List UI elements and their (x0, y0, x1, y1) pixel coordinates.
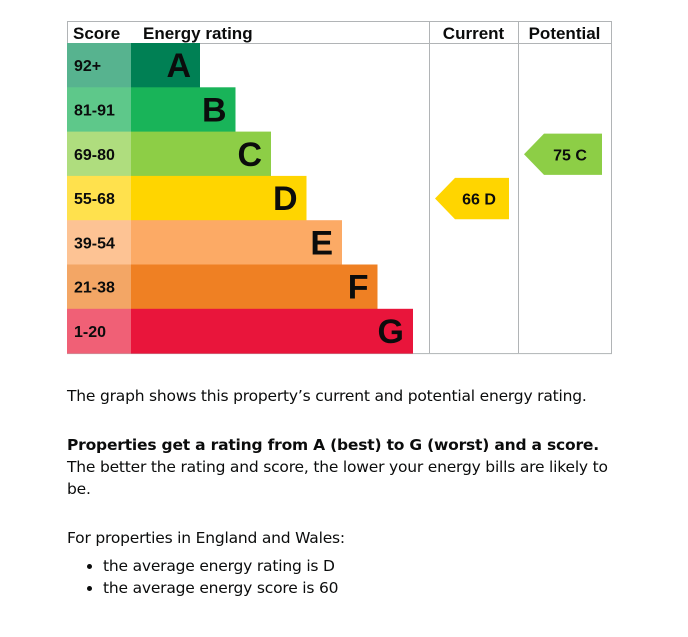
list-item: the average energy rating is D (103, 555, 627, 577)
potential-header: Potential (529, 24, 601, 43)
energy-rating-chart: Score Energy rating Current Potential 92+ A 81… (67, 21, 612, 355)
current-rating-label: 66 D (462, 192, 496, 209)
band-bar-b (131, 87, 236, 133)
score-cell-d (67, 175, 131, 221)
region-paragraph: For properties in England and Wales: (67, 529, 345, 547)
current-header: Current (443, 24, 505, 43)
score-range-e: 39-54 (74, 235, 115, 252)
band-bar-f (131, 264, 378, 310)
score-range-c: 69-80 (74, 147, 115, 164)
score-cell-c (67, 131, 131, 177)
explanation-text: The graph shows this property’s current … (67, 385, 627, 599)
score-cell-b (67, 87, 131, 133)
band-bar-d (131, 175, 307, 221)
score-cell-f (67, 264, 131, 310)
averages-list: the average energy rating is D the avera… (67, 555, 627, 599)
band-letter-a: A (166, 47, 191, 85)
rating-explanation-rest: The better the rating and score, the low… (67, 458, 608, 498)
band-letter-f: F (348, 269, 369, 307)
score-range-f: 21-38 (74, 280, 115, 297)
band-bar-g (131, 308, 413, 354)
score-cell-e (67, 220, 131, 265)
intro-paragraph: The graph shows this property’s current … (67, 387, 587, 405)
band-bar-e (131, 220, 342, 265)
score-range-d: 55-68 (74, 191, 115, 208)
band-letter-c: C (237, 136, 262, 174)
score-range-g: 1-20 (74, 324, 106, 341)
score-cell-a (67, 43, 131, 88)
energy-rating-header: Energy rating (143, 24, 253, 43)
rating-explanation-bold: Properties get a rating from A (best) to… (67, 436, 599, 454)
current-rating-arrow (435, 177, 509, 220)
score-range-b: 81-91 (74, 102, 115, 119)
score-range-a: 92+ (74, 58, 101, 75)
score-cell-g (67, 308, 131, 354)
list-item: the average energy score is 60 (103, 577, 627, 599)
score-header: Score (73, 24, 120, 43)
band-letter-e: E (310, 224, 333, 262)
band-letter-g: G (378, 313, 404, 351)
potential-rating-arrow (524, 133, 602, 175)
band-letter-b: B (202, 91, 227, 129)
potential-rating-label: 75 C (553, 147, 587, 164)
band-letter-d: D (273, 180, 298, 218)
band-bar-c (131, 131, 271, 177)
band-bar-a (131, 43, 200, 88)
rating-explanation: Properties get a rating from A (best) to… (67, 434, 627, 500)
